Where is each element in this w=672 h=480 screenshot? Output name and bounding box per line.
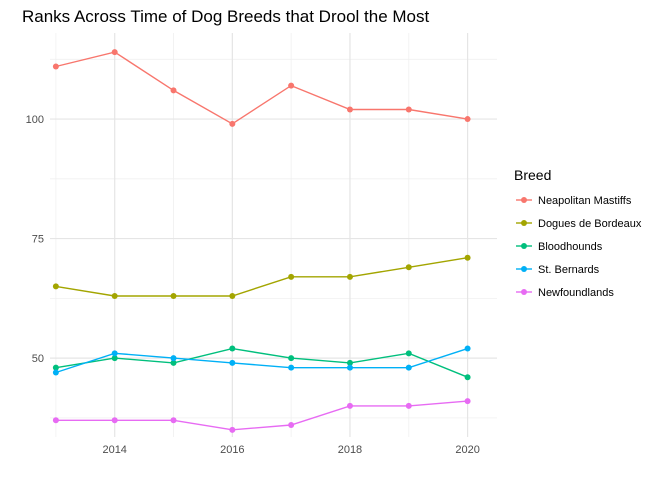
series-line	[55, 51, 468, 125]
y-tick-label: 50	[32, 353, 44, 365]
legend-key-point	[521, 220, 527, 226]
legend: Breed Neapolitan Mastiffs Dogues de Borde…	[514, 167, 642, 299]
series-bloodhounds	[52, 345, 471, 381]
legend-key-point	[521, 266, 527, 272]
legend-key-point	[521, 243, 527, 249]
series-line	[55, 347, 468, 378]
data-point	[170, 417, 177, 424]
data-point	[52, 283, 59, 290]
data-point	[288, 355, 295, 362]
data-point	[346, 359, 353, 366]
data-point	[288, 364, 295, 371]
data-point	[464, 345, 471, 352]
data-point	[346, 106, 353, 113]
series-line	[55, 400, 468, 431]
data-point	[170, 359, 177, 366]
legend-item: Neapolitan Mastiffs	[516, 195, 632, 207]
grid	[50, 33, 497, 437]
series-line	[55, 347, 468, 374]
data-point	[229, 345, 236, 352]
series-line	[55, 257, 468, 297]
chart-title: Ranks Across Time of Dog Breeds that Dro…	[22, 7, 430, 26]
data-point	[464, 254, 471, 261]
series-neapolitan-mastiffs	[52, 49, 471, 127]
data-point	[229, 292, 236, 299]
data-point	[111, 355, 118, 362]
data-point	[111, 350, 118, 357]
x-tick-label: 2020	[455, 444, 479, 456]
series-st-bernards	[52, 345, 471, 376]
series-dogues-de-bordeaux	[52, 254, 471, 299]
legend-label: St. Bernards	[538, 264, 600, 276]
legend-item: St. Bernards	[516, 264, 600, 276]
data-point	[464, 398, 471, 405]
data-point	[405, 402, 412, 409]
data-point	[405, 350, 412, 357]
data-point	[111, 292, 118, 299]
x-tick-label: 2014	[102, 444, 126, 456]
data-point	[346, 364, 353, 371]
y-tick-label: 75	[32, 234, 44, 246]
data-point	[405, 264, 412, 271]
data-point	[52, 63, 59, 70]
legend-item: Bloodhounds	[516, 241, 603, 253]
legend-label: Neapolitan Mastiffs	[538, 195, 632, 207]
data-point	[464, 116, 471, 123]
data-point	[52, 364, 59, 371]
data-point	[464, 374, 471, 381]
legend-title: Breed	[514, 167, 551, 183]
data-point	[405, 364, 412, 371]
data-point	[111, 49, 118, 56]
legend-label: Bloodhounds	[538, 241, 603, 253]
series-layer	[52, 49, 471, 433]
legend-label: Dogues de Bordeaux	[538, 218, 642, 230]
legend-item: Newfoundlands	[516, 287, 614, 299]
data-point	[229, 359, 236, 366]
legend-label: Newfoundlands	[538, 287, 614, 299]
series-newfoundlands	[52, 398, 471, 433]
data-point	[288, 82, 295, 89]
legend-item: Dogues de Bordeaux	[516, 218, 642, 230]
legend-key-point	[521, 197, 527, 203]
legend-key-point	[521, 289, 527, 295]
data-point	[229, 426, 236, 433]
x-axis-ticks: 2014 2016 2018 2020	[102, 444, 479, 456]
x-tick-label: 2018	[338, 444, 362, 456]
data-point	[346, 273, 353, 280]
data-point	[346, 402, 353, 409]
x-tick-label: 2016	[220, 444, 244, 456]
data-point	[170, 355, 177, 362]
data-point	[288, 273, 295, 280]
data-point	[52, 417, 59, 424]
data-point	[229, 120, 236, 127]
y-tick-label: 100	[26, 114, 44, 126]
y-axis-ticks: 50 75 100	[26, 114, 44, 365]
data-point	[170, 87, 177, 94]
data-point	[111, 417, 118, 424]
data-point	[405, 106, 412, 113]
data-point	[170, 292, 177, 299]
data-point	[288, 422, 295, 429]
data-point	[52, 369, 59, 376]
